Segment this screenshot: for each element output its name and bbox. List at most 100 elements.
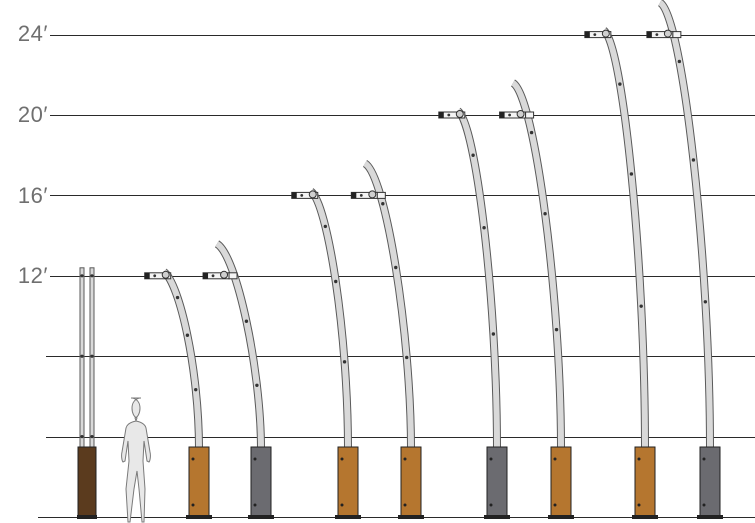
base-bolt <box>553 457 557 461</box>
joint-dot <box>703 300 708 304</box>
pole-9 <box>646 0 723 519</box>
luminaire-clamp <box>161 270 170 279</box>
pole-shaft <box>362 160 414 450</box>
pole-2 <box>144 268 212 519</box>
human-silhouette-figure <box>121 397 151 523</box>
pole-3 <box>202 240 274 519</box>
joint-dot <box>639 304 643 308</box>
joint-dot <box>80 274 84 278</box>
pole-base-sleeve <box>188 446 210 518</box>
pole-5 <box>350 159 424 519</box>
joint-dot <box>543 212 547 216</box>
joint-dot <box>194 387 198 392</box>
luminaire-clamp <box>601 29 610 38</box>
pole-base-sleeve <box>550 446 572 518</box>
luminaire-bolt <box>508 113 511 117</box>
luminaire-cap <box>584 31 590 38</box>
base-bolt <box>637 503 641 507</box>
pole-base-sleeve <box>699 446 721 518</box>
pole-shaft <box>601 28 648 450</box>
luminaire-tail <box>672 31 682 39</box>
pole-lineup <box>77 0 723 519</box>
luminaire-cap <box>351 192 357 199</box>
pole-base-sleeve <box>250 446 272 518</box>
base-bolt <box>637 457 641 461</box>
luminaire-bolt <box>447 113 451 117</box>
luminaire-clamp <box>308 190 317 199</box>
pole-4 <box>291 188 361 519</box>
base-bolt <box>253 503 257 507</box>
luminaire-cap <box>499 112 505 118</box>
luminaire-bolt <box>359 194 363 197</box>
pole-shaft <box>455 108 500 450</box>
joint-dot <box>491 332 496 336</box>
luminaire-bolt <box>593 33 597 36</box>
person-body <box>121 397 151 523</box>
joint-dot <box>471 153 475 157</box>
luminaire-clamp <box>455 110 464 118</box>
luminaire-bolt <box>300 194 304 197</box>
base-bolt <box>489 503 493 507</box>
pole-foot-plate <box>248 515 274 519</box>
joint-dot <box>90 354 94 358</box>
pole-shaft <box>510 80 564 450</box>
pole-foot-plate <box>484 515 510 519</box>
base-bolt <box>489 457 493 461</box>
luminaire-clamp <box>220 270 229 279</box>
base-bolt <box>340 503 344 507</box>
pole-6 <box>438 107 510 519</box>
joint-dot <box>244 319 249 323</box>
joint-dot <box>185 333 190 337</box>
joint-dot <box>381 202 385 206</box>
pole-base-sleeve <box>486 446 508 518</box>
luminaire-clamp <box>663 29 672 38</box>
luminaire-tail <box>525 111 535 119</box>
joint-dot <box>80 354 84 358</box>
pole-foot-plate <box>77 515 97 519</box>
height-label-16: 16′ <box>17 183 48 208</box>
pole-base-sleeve <box>400 446 422 518</box>
luminaire-bolt <box>655 33 659 36</box>
joint-dot <box>677 59 682 64</box>
pole-8 <box>584 27 658 519</box>
luminaire-cap <box>203 272 209 279</box>
joint-dot <box>618 82 622 86</box>
pole-1 <box>77 267 97 519</box>
base-bolt <box>403 503 407 507</box>
luminaire-cap <box>291 192 297 199</box>
base-bolt <box>191 503 195 507</box>
pole-foot-plate <box>186 515 212 519</box>
base-bolt <box>553 503 557 507</box>
luminaire-clamp <box>368 190 377 199</box>
luminaire-cap <box>646 31 652 38</box>
joint-dot <box>323 224 328 229</box>
height-label-20: 20′ <box>17 102 48 127</box>
joint-dot <box>691 158 696 162</box>
joint-dot <box>629 172 634 176</box>
joint-dot <box>334 279 338 284</box>
base-bolt <box>191 457 195 461</box>
joint-dot <box>90 435 94 439</box>
pole-foot-plate <box>697 515 723 519</box>
pole-foot-plate <box>335 515 361 519</box>
pole-7 <box>499 79 574 519</box>
joint-dot <box>529 130 534 135</box>
base-bolt <box>340 457 344 461</box>
luminaire-tail <box>376 191 386 199</box>
base-bolt <box>702 503 706 507</box>
pole-base-sleeve <box>634 446 656 518</box>
luminaire-bolt <box>153 274 157 278</box>
joint-dot <box>175 295 180 300</box>
luminaire-cap <box>144 272 150 279</box>
joint-dot <box>90 274 94 278</box>
joint-dot <box>554 327 559 332</box>
joint-dot <box>255 383 259 387</box>
joint-dot <box>342 360 347 364</box>
pole-base-sleeve <box>77 446 97 518</box>
luminaire-clamp <box>516 110 525 118</box>
base-bolt <box>702 457 706 461</box>
joint-dot <box>394 265 398 270</box>
base-bolt <box>403 457 407 461</box>
pole-foot-plate <box>398 515 424 519</box>
